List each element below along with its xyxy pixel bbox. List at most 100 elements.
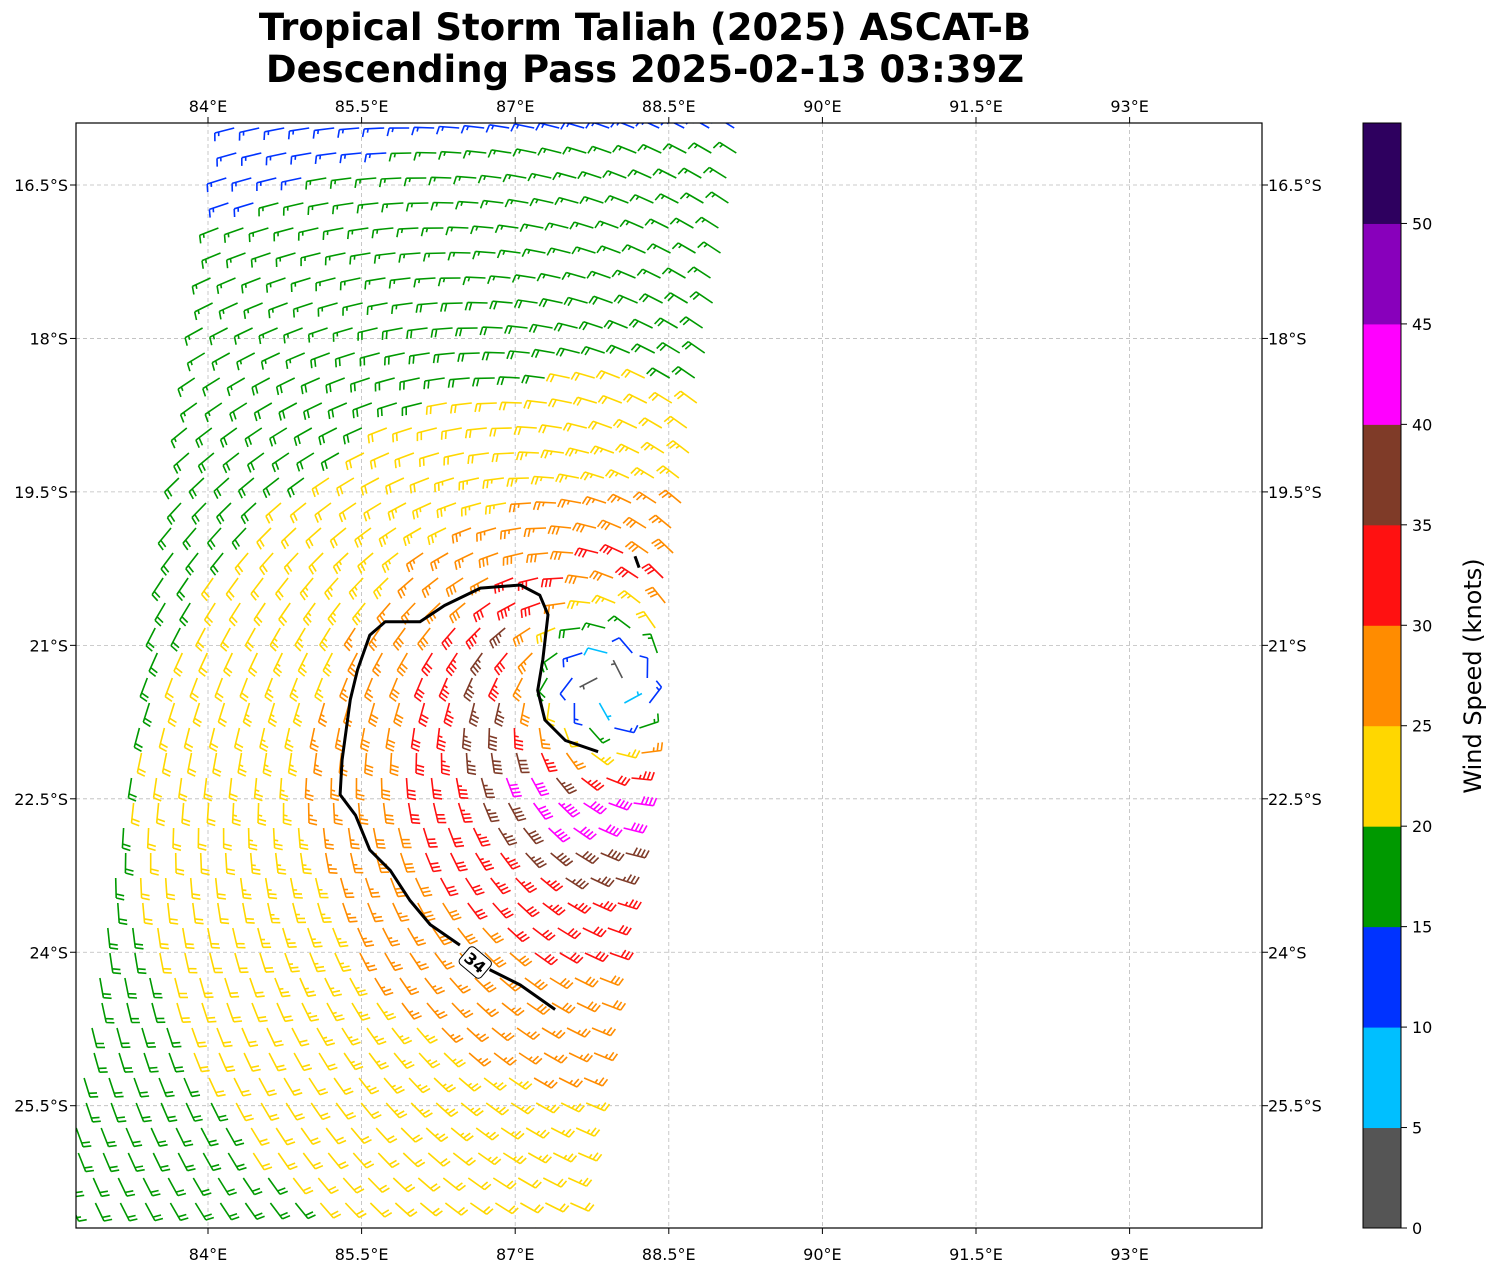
wind-barb	[457, 927, 478, 945]
wind-barb	[620, 368, 646, 379]
wind-barb	[507, 802, 527, 822]
wind-barb	[260, 352, 281, 370]
wind-barb	[489, 627, 506, 649]
wind-barb	[694, 216, 719, 229]
wind-barb	[493, 1052, 517, 1066]
wind-barb	[262, 477, 280, 499]
wind-barb	[322, 652, 334, 677]
wind-barb	[189, 677, 199, 703]
wind-barb	[427, 1152, 451, 1167]
wind-barb	[210, 1102, 229, 1122]
wind-barb	[405, 777, 417, 801]
lat-tick-label-right: 21°S	[1268, 636, 1307, 655]
wind-barb	[310, 1102, 331, 1121]
wind-barb	[417, 1177, 441, 1192]
wind-barb	[422, 252, 446, 262]
wind-barb	[219, 1202, 240, 1221]
wind-barb	[267, 902, 281, 924]
colorbar-swatch	[1363, 826, 1401, 928]
wind-barb	[317, 702, 328, 728]
wind-barb	[447, 251, 471, 261]
wind-barb	[457, 802, 473, 823]
wind-barb	[483, 1077, 507, 1091]
wind-barb	[614, 566, 639, 579]
wind-barb	[380, 777, 391, 801]
wind-barb	[148, 652, 159, 678]
wind-barb	[294, 627, 306, 652]
wind-barb	[600, 849, 625, 862]
wind-barb	[455, 200, 479, 210]
wind-barb	[630, 467, 655, 479]
wind-barb	[168, 1052, 185, 1073]
wind-barb	[241, 1027, 259, 1048]
wind-barb	[479, 199, 504, 209]
wind-barb	[375, 1127, 398, 1144]
wind-barb	[368, 1052, 390, 1070]
wind-barb	[319, 1202, 342, 1219]
wind-barb	[654, 317, 678, 329]
wind-barb	[493, 652, 508, 676]
wind-barb	[484, 952, 507, 968]
colorbar-swatch	[1363, 1027, 1401, 1129]
wind-barb	[301, 1002, 320, 1022]
lon-tick-label: 91.5°E	[949, 97, 1003, 116]
wind-barb	[595, 370, 620, 380]
wind-barb	[391, 302, 413, 314]
wind-barb	[611, 269, 636, 279]
wind-barb	[219, 427, 238, 448]
wind-barb	[591, 752, 615, 766]
colorbar-swatch	[1363, 424, 1401, 526]
wind-barb	[208, 1077, 226, 1097]
wind-barb	[500, 852, 521, 870]
wind-barb	[472, 827, 491, 847]
wind-barb	[644, 218, 669, 229]
wind-barb	[407, 802, 421, 825]
wind-barb	[468, 702, 480, 728]
wind-barb	[184, 952, 198, 974]
wind-barb	[144, 1202, 164, 1222]
wind-barb	[267, 702, 278, 728]
wind-barb	[492, 1177, 517, 1190]
wind-barb	[292, 1177, 314, 1195]
wind-barb	[411, 126, 435, 136]
wind-barb	[166, 1027, 182, 1048]
wind-barb	[544, 222, 569, 231]
wind-barb	[559, 677, 573, 701]
wind-barb	[654, 193, 679, 204]
wind-barb	[530, 348, 555, 359]
wind-barb	[442, 1177, 466, 1192]
wind-barb	[418, 702, 429, 728]
wind-barb	[100, 1127, 117, 1148]
wind-barb	[438, 150, 462, 160]
wind-barb	[201, 1002, 217, 1023]
wind-barb	[209, 952, 223, 974]
wind-barb	[547, 525, 572, 535]
wind-barb	[299, 977, 317, 998]
wind-barb	[616, 749, 641, 759]
wind-barb	[149, 977, 163, 999]
wind-barb	[596, 245, 621, 254]
wind-barb	[206, 177, 227, 193]
wind-barb	[521, 248, 546, 258]
wind-barb	[518, 1052, 543, 1065]
wind-barb	[520, 602, 541, 618]
wind-barb	[573, 826, 597, 840]
wind-barb	[410, 1102, 433, 1118]
wind-barb	[283, 552, 299, 575]
wind-barb	[475, 852, 495, 871]
wind-barb	[218, 302, 238, 320]
gridlines	[76, 123, 1262, 1228]
wind-barb	[252, 1152, 273, 1171]
wind-barb	[572, 396, 598, 406]
wind-barb	[361, 127, 385, 138]
wind-barb	[465, 627, 481, 650]
wind-barb	[586, 270, 611, 279]
wind-barb	[203, 777, 213, 802]
wind-barb	[489, 427, 512, 437]
wind-barb	[233, 727, 244, 752]
wind-barb	[277, 1152, 298, 1171]
wind-barb	[197, 827, 207, 851]
wind-barb	[198, 652, 209, 677]
wind-barb	[625, 847, 650, 859]
wind-barb	[413, 151, 437, 161]
